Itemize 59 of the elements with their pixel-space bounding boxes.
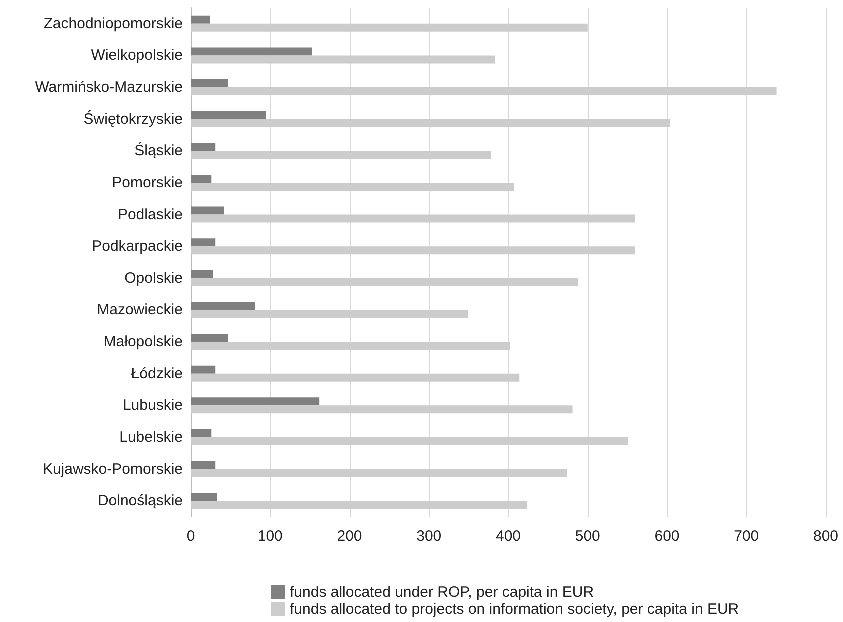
x-tick-label: 100	[258, 528, 283, 545]
bar	[191, 16, 210, 24]
bar	[191, 56, 496, 64]
legend-label: funds allocated under ROP, per capita in EUR	[290, 584, 594, 601]
x-tick-label: 400	[496, 528, 522, 545]
y-tick-label: Małopolskie	[104, 334, 183, 351]
y-tick-label: Pomorskie	[112, 174, 183, 192]
bar	[191, 270, 214, 278]
bar	[191, 143, 216, 152]
x-tick-label: 300	[416, 528, 442, 545]
y-tick-label: Wielkopolskie	[91, 47, 183, 64]
bar	[191, 374, 520, 382]
y-tick-label: Łódzkie	[131, 365, 183, 382]
y-tick-label: Opolskie	[124, 270, 183, 287]
bar	[191, 238, 216, 247]
bar	[191, 278, 578, 286]
y-tick-label: Lubuskie	[122, 397, 183, 414]
y-tick-label: Mazowieckie	[97, 302, 183, 319]
legend-label: funds allocated to projects on information society, per capita in EUR	[290, 601, 740, 618]
bar	[191, 342, 510, 350]
bar	[191, 246, 636, 255]
bar	[191, 501, 528, 510]
bar	[191, 88, 777, 96]
x-tick-label: 600	[654, 528, 680, 545]
bar	[191, 119, 670, 128]
y-tick-label: Lubelskie	[120, 428, 183, 446]
x-tick-label: 0	[186, 528, 196, 545]
y-tick-label: Warmińsko-Mazurskie	[35, 79, 183, 96]
bar	[191, 406, 573, 414]
y-tick-label: Zachodniopomorskie	[44, 15, 183, 32]
bar	[191, 24, 588, 32]
bar	[191, 437, 628, 446]
y-tick-label: Świętokrzyskie	[84, 110, 183, 128]
bar	[191, 366, 216, 374]
bar	[191, 151, 492, 160]
x-tick-label: 500	[575, 528, 600, 545]
bar	[191, 461, 216, 470]
bar	[191, 48, 312, 56]
bar	[191, 334, 228, 342]
bar	[191, 302, 256, 310]
x-tick-label: 700	[734, 528, 760, 545]
y-tick-label: Podkarpackie	[92, 238, 183, 256]
y-tick-label: Śląskie	[134, 142, 183, 160]
bar	[191, 206, 224, 215]
bar	[191, 80, 228, 88]
bar	[191, 429, 212, 438]
bar	[191, 174, 212, 183]
bar	[191, 111, 266, 120]
bar	[191, 310, 468, 318]
x-tick-label: 800	[813, 528, 839, 545]
bar	[191, 182, 514, 191]
y-tick-label: Dolnośląskie	[98, 492, 183, 510]
y-tick-label: Podlaskie	[118, 206, 183, 224]
bar	[191, 398, 320, 406]
bar	[191, 214, 636, 223]
x-tick-label: 200	[337, 528, 362, 545]
bar	[191, 469, 568, 478]
y-tick-label: Kujawsko-Pomorskie	[42, 460, 183, 478]
bar	[191, 493, 218, 502]
